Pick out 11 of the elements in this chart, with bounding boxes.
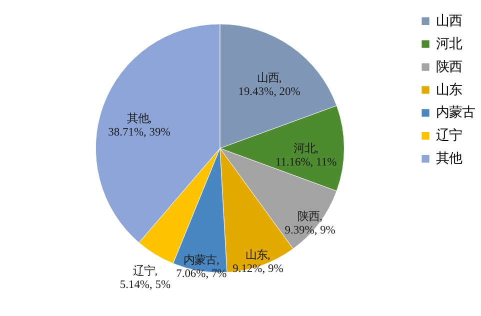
legend-label: 山东 xyxy=(436,82,462,97)
legend-label: 辽宁 xyxy=(436,128,462,143)
data-label: 辽宁, 5.14%, 5% xyxy=(120,264,171,291)
data-label: 其他, 38.71%, 39% xyxy=(108,112,171,139)
legend-label: 河北 xyxy=(436,36,462,51)
legend-label: 山西 xyxy=(436,12,462,28)
legend-label: 内蒙古 xyxy=(436,104,476,120)
legend-label: 陕西 xyxy=(436,58,462,74)
legend-label: 其他 xyxy=(436,150,462,166)
data-label: 河北, 11.16%, 11% xyxy=(275,142,338,169)
data-label: 山西, 19.43%, 20% xyxy=(238,72,301,98)
